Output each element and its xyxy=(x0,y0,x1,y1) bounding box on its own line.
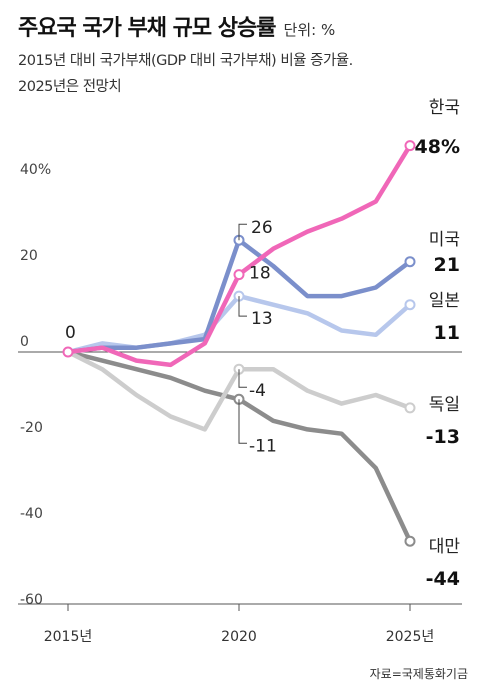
x-tick-label: 2015년 xyxy=(44,629,93,645)
subtitle-line: 2015년 대비 국가부채(GDP 대비 국가부채) 비율 증가율. xyxy=(18,53,353,69)
y-tick-label: 40% xyxy=(20,162,51,178)
annotation-leader xyxy=(238,296,247,317)
annotation-label: -11 xyxy=(249,436,277,456)
origin-marker xyxy=(62,346,74,358)
y-tick-label: -40 xyxy=(20,506,43,522)
data-point-marker xyxy=(404,140,416,152)
series-name-label: 미국 xyxy=(429,230,460,250)
source-note: 자료=국제통화기금 xyxy=(369,667,468,681)
data-point-marker xyxy=(404,402,416,414)
series-name-label: 대만 xyxy=(429,537,461,557)
y-tick-label: 20 xyxy=(20,248,38,264)
unit-label: 단위: % xyxy=(283,21,336,39)
chart-title: 주요국 국가 부채 규모 상승률 xyxy=(18,16,277,41)
annotation-label: 0 xyxy=(65,323,76,343)
y-tick-label: -20 xyxy=(20,420,43,436)
x-tick-label: 2020 xyxy=(221,629,257,645)
annotation-leader xyxy=(238,399,247,444)
x-tick-label: 2025년 xyxy=(386,629,435,645)
annotation-label: -4 xyxy=(249,381,266,401)
series-value-label: 48% xyxy=(415,136,460,158)
annotation-leader xyxy=(238,223,247,241)
annotation-label: 26 xyxy=(251,218,273,238)
series-value-label: -44 xyxy=(426,568,460,590)
data-point-marker xyxy=(404,299,416,311)
series-value-label: -13 xyxy=(426,426,460,448)
data-point-marker xyxy=(404,256,416,268)
title-block: 주요국 국가 부채 규모 상승률 단위: % 2015년 대비 국가부채(GDP… xyxy=(18,10,470,100)
subtitle-line: 2025년은 전망치 xyxy=(18,79,122,95)
series-value-label: 11 xyxy=(434,322,460,344)
annotation-label: 13 xyxy=(251,309,273,329)
series-name-label: 독일 xyxy=(429,395,460,415)
y-tick-label: -60 xyxy=(20,592,43,608)
series-value-label: 21 xyxy=(434,254,460,276)
title-row: 주요국 국가 부채 규모 상승률 단위: % xyxy=(18,10,470,42)
series-name-label: 일본 xyxy=(429,291,460,311)
chart-subtitle: 2015년 대비 국가부채(GDP 대비 국가부채) 비율 증가율. 2025년… xyxy=(18,48,470,100)
annotation-label: 18 xyxy=(249,264,271,284)
y-tick-label: 0 xyxy=(20,334,29,350)
series-name-label: 한국 xyxy=(429,98,460,118)
annotation-leader xyxy=(238,369,247,388)
data-point-marker xyxy=(404,535,416,547)
data-point-marker xyxy=(233,269,245,281)
